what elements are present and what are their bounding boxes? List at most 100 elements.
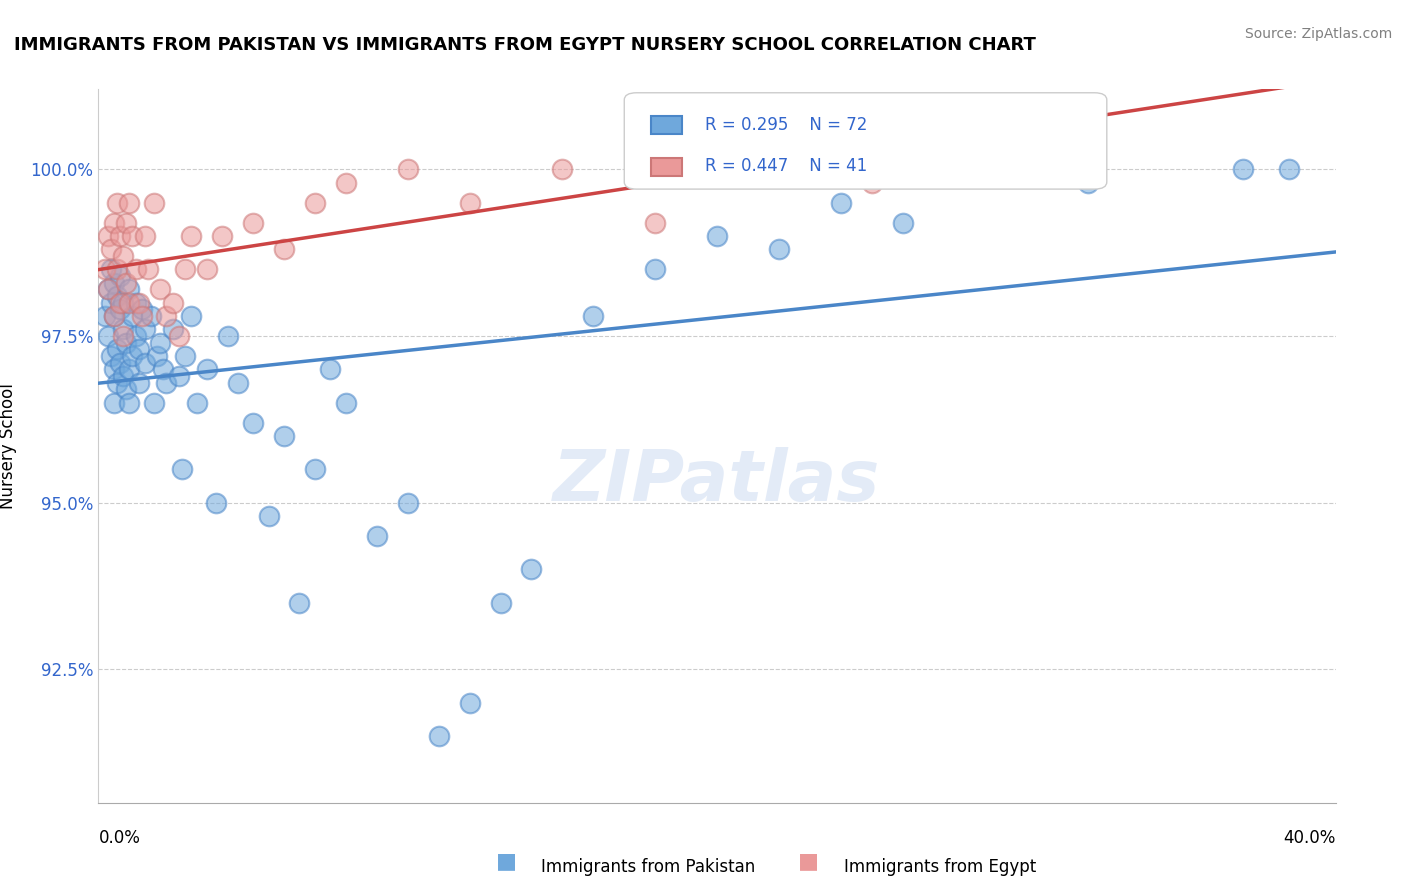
Text: ■: ■ [496,851,516,871]
Point [891,216,914,230]
Text: ZIPatlas: ZIPatlas [554,447,880,516]
Point [644,262,666,277]
Point [162,322,184,336]
Point [257,509,280,524]
Point [304,195,326,210]
Point [143,395,166,409]
Point [195,262,218,277]
Text: Source: ZipAtlas.com: Source: ZipAtlas.com [1244,27,1392,41]
Point [174,262,197,277]
Point [124,329,146,343]
Point [97,282,120,296]
Point [115,276,138,290]
FancyBboxPatch shape [624,93,1107,189]
Point [146,349,169,363]
Point [121,228,143,243]
Point [174,349,197,363]
Point [97,282,120,296]
Point [121,349,143,363]
Point [768,242,790,256]
Point [115,382,138,396]
Point [152,362,174,376]
Point [100,295,122,310]
Point [155,309,177,323]
Point [1077,176,1099,190]
Point [195,362,218,376]
Point [1278,162,1301,177]
Point [103,362,125,376]
Point [366,529,388,543]
Point [162,295,184,310]
Point [205,496,228,510]
Point [124,262,146,277]
Point [128,343,150,357]
Point [396,162,419,177]
Point [118,362,141,376]
Point [134,356,156,370]
Point [131,309,153,323]
Point [112,322,135,336]
Point [644,216,666,230]
Point [97,329,120,343]
Point [100,242,122,256]
Point [551,162,574,177]
Point [108,302,131,317]
Point [112,368,135,383]
Point [103,309,125,323]
Point [273,429,295,443]
Point [112,329,135,343]
Point [288,596,311,610]
Point [115,216,138,230]
Point [170,462,193,476]
Point [211,228,233,243]
Point [118,395,141,409]
Point [149,335,172,350]
Text: Immigrants from Pakistan: Immigrants from Pakistan [541,858,755,876]
Y-axis label: Nursery School: Nursery School [0,383,17,509]
Point [97,228,120,243]
Text: R = 0.295    N = 72: R = 0.295 N = 72 [704,116,868,134]
Point [1232,162,1254,177]
Point [128,376,150,390]
Point [953,162,976,177]
Point [121,309,143,323]
Text: IMMIGRANTS FROM PAKISTAN VS IMMIGRANTS FROM EGYPT NURSERY SCHOOL CORRELATION CHA: IMMIGRANTS FROM PAKISTAN VS IMMIGRANTS F… [14,36,1036,54]
Point [112,249,135,263]
Point [100,262,122,277]
Point [134,322,156,336]
Point [217,329,239,343]
Point [155,376,177,390]
Point [118,282,141,296]
Point [100,349,122,363]
Point [458,195,481,210]
Point [115,335,138,350]
Point [105,262,128,277]
Point [167,329,190,343]
Point [103,309,125,323]
Point [131,302,153,317]
Bar [651,116,682,134]
Bar [651,158,682,176]
Point [105,343,128,357]
Point [335,176,357,190]
Point [93,262,115,277]
Text: 40.0%: 40.0% [1284,829,1336,847]
Text: ■: ■ [799,851,818,871]
Point [396,496,419,510]
Text: Immigrants from Egypt: Immigrants from Egypt [844,858,1036,876]
Point [242,416,264,430]
Point [180,228,202,243]
Point [103,216,125,230]
Point [830,195,852,210]
Point [180,309,202,323]
Point [108,268,131,283]
Point [124,295,146,310]
Point [118,295,141,310]
Point [112,295,135,310]
Point [582,309,605,323]
Point [105,289,128,303]
Point [706,228,728,243]
Point [186,395,208,409]
Text: R = 0.447    N = 41: R = 0.447 N = 41 [704,157,868,175]
Point [128,295,150,310]
